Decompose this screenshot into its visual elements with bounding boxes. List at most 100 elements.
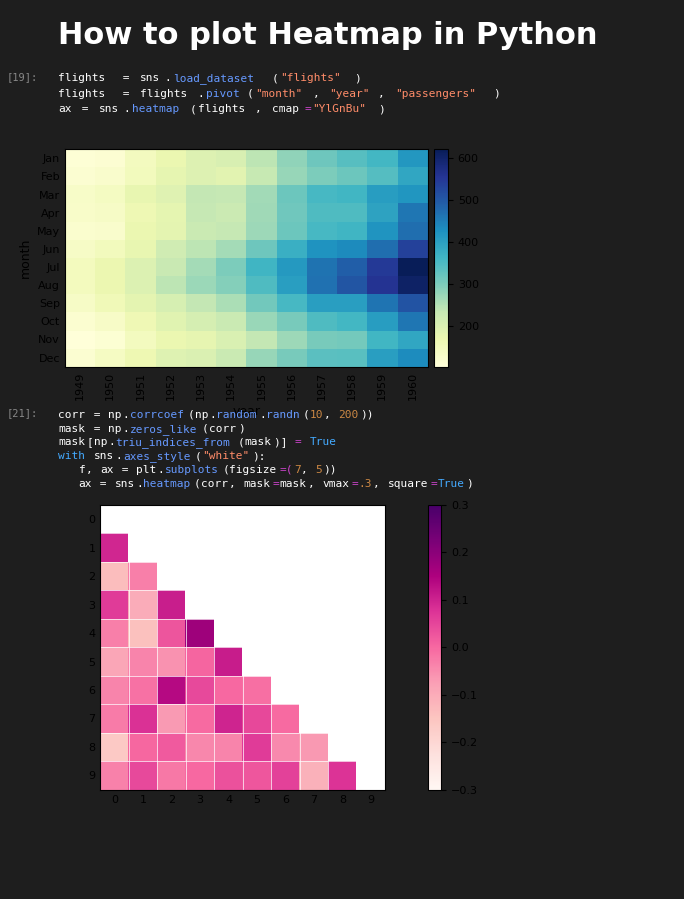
Text: heatmap: heatmap [144, 478, 191, 489]
Text: ,: , [86, 465, 99, 475]
Text: .: . [165, 74, 172, 84]
Text: (: ( [195, 451, 201, 461]
Text: )): )) [323, 465, 337, 475]
Text: ): ) [354, 74, 360, 84]
Text: (: ( [272, 74, 278, 84]
Text: [21]:: [21]: [7, 408, 38, 418]
Text: triu_indices_from: triu_indices_from [116, 438, 231, 449]
Text: zeros_like: zeros_like [130, 423, 198, 434]
Text: ,: , [378, 89, 392, 99]
Text: "passengers": "passengers" [395, 89, 475, 99]
Text: "white": "white" [202, 451, 249, 461]
Text: sns: sns [99, 104, 120, 114]
Text: [19]:: [19]: [7, 73, 38, 83]
Text: axes_style: axes_style [123, 451, 190, 462]
Text: square: square [387, 478, 428, 489]
Text: "year": "year" [329, 89, 369, 99]
Text: corr: corr [58, 410, 85, 420]
Text: corr: corr [201, 478, 228, 489]
Text: ax: ax [100, 465, 114, 475]
Y-axis label: month: month [18, 237, 31, 278]
Text: .3: .3 [358, 478, 372, 489]
Text: flights: flights [198, 104, 245, 114]
Text: mask: mask [280, 478, 306, 489]
Text: ax: ax [58, 104, 72, 114]
Text: (: ( [187, 410, 194, 420]
Text: mask: mask [58, 438, 85, 448]
Text: "flights": "flights" [280, 74, 341, 84]
Text: ,: , [255, 104, 269, 114]
Text: np: np [108, 423, 122, 433]
Text: flights: flights [140, 89, 187, 99]
Text: ,: , [301, 465, 315, 475]
Text: .: . [116, 451, 122, 461]
Text: ): ) [378, 104, 385, 114]
Text: .: . [198, 89, 205, 99]
Text: with: with [58, 451, 85, 461]
Text: ax: ax [79, 478, 92, 489]
Text: =: = [93, 478, 114, 489]
Text: ,: , [373, 478, 386, 489]
Text: vmax: vmax [323, 478, 350, 489]
Text: .: . [124, 104, 131, 114]
Text: 10: 10 [310, 410, 323, 420]
Text: ,: , [230, 478, 243, 489]
Text: ,: , [313, 89, 326, 99]
Text: "YlGnBu": "YlGnBu" [313, 104, 367, 114]
Text: =: = [116, 74, 136, 84]
Text: ): ) [238, 423, 244, 433]
Text: flights: flights [58, 74, 105, 84]
Text: corr: corr [209, 423, 236, 433]
Text: mask: mask [245, 438, 272, 448]
Text: How to plot Heatmap in Python: How to plot Heatmap in Python [58, 22, 598, 50]
Text: ): ) [493, 89, 500, 99]
Text: =: = [87, 410, 107, 420]
Text: )): )) [360, 410, 373, 420]
Text: (: ( [202, 423, 209, 433]
Text: sns: sns [115, 478, 135, 489]
Text: np: np [108, 410, 122, 420]
Text: .: . [259, 410, 266, 420]
Text: corrcoef: corrcoef [130, 410, 184, 420]
Text: .: . [209, 410, 215, 420]
Text: .: . [122, 423, 129, 433]
Text: =: = [114, 465, 135, 475]
Text: (: ( [247, 89, 254, 99]
Text: 200: 200 [339, 410, 358, 420]
Text: figsize: figsize [230, 465, 277, 475]
X-axis label: year: year [233, 405, 260, 418]
Text: plt: plt [136, 465, 157, 475]
Text: 5: 5 [316, 465, 322, 475]
Text: )]: )] [274, 438, 294, 448]
Text: f: f [79, 465, 86, 475]
Text: pivot: pivot [206, 89, 239, 99]
Text: mask: mask [58, 423, 85, 433]
Text: .: . [108, 438, 115, 448]
Text: subplots: subplots [165, 465, 219, 475]
Text: (: ( [238, 438, 244, 448]
Text: sns: sns [94, 451, 114, 461]
Text: True: True [309, 438, 337, 448]
Text: np: np [94, 438, 107, 448]
Text: .: . [122, 410, 129, 420]
Text: =: = [352, 478, 358, 489]
Text: =: = [116, 89, 136, 99]
Text: sns: sns [140, 74, 161, 84]
Text: =: = [75, 104, 95, 114]
Text: =: = [304, 104, 311, 114]
Text: (: ( [302, 410, 309, 420]
Text: (: ( [194, 478, 200, 489]
Text: ,: , [308, 478, 322, 489]
Text: (: ( [222, 465, 229, 475]
Text: =: = [431, 478, 437, 489]
Text: ): ) [466, 478, 473, 489]
Text: =(: =( [280, 465, 293, 475]
Text: cmap: cmap [272, 104, 298, 114]
Text: "month": "month" [255, 89, 302, 99]
Text: 7: 7 [294, 465, 301, 475]
Text: .: . [157, 465, 164, 475]
Text: True: True [438, 478, 464, 489]
Text: flights: flights [58, 89, 105, 99]
Text: ):: ): [252, 451, 265, 461]
Text: np: np [195, 410, 208, 420]
